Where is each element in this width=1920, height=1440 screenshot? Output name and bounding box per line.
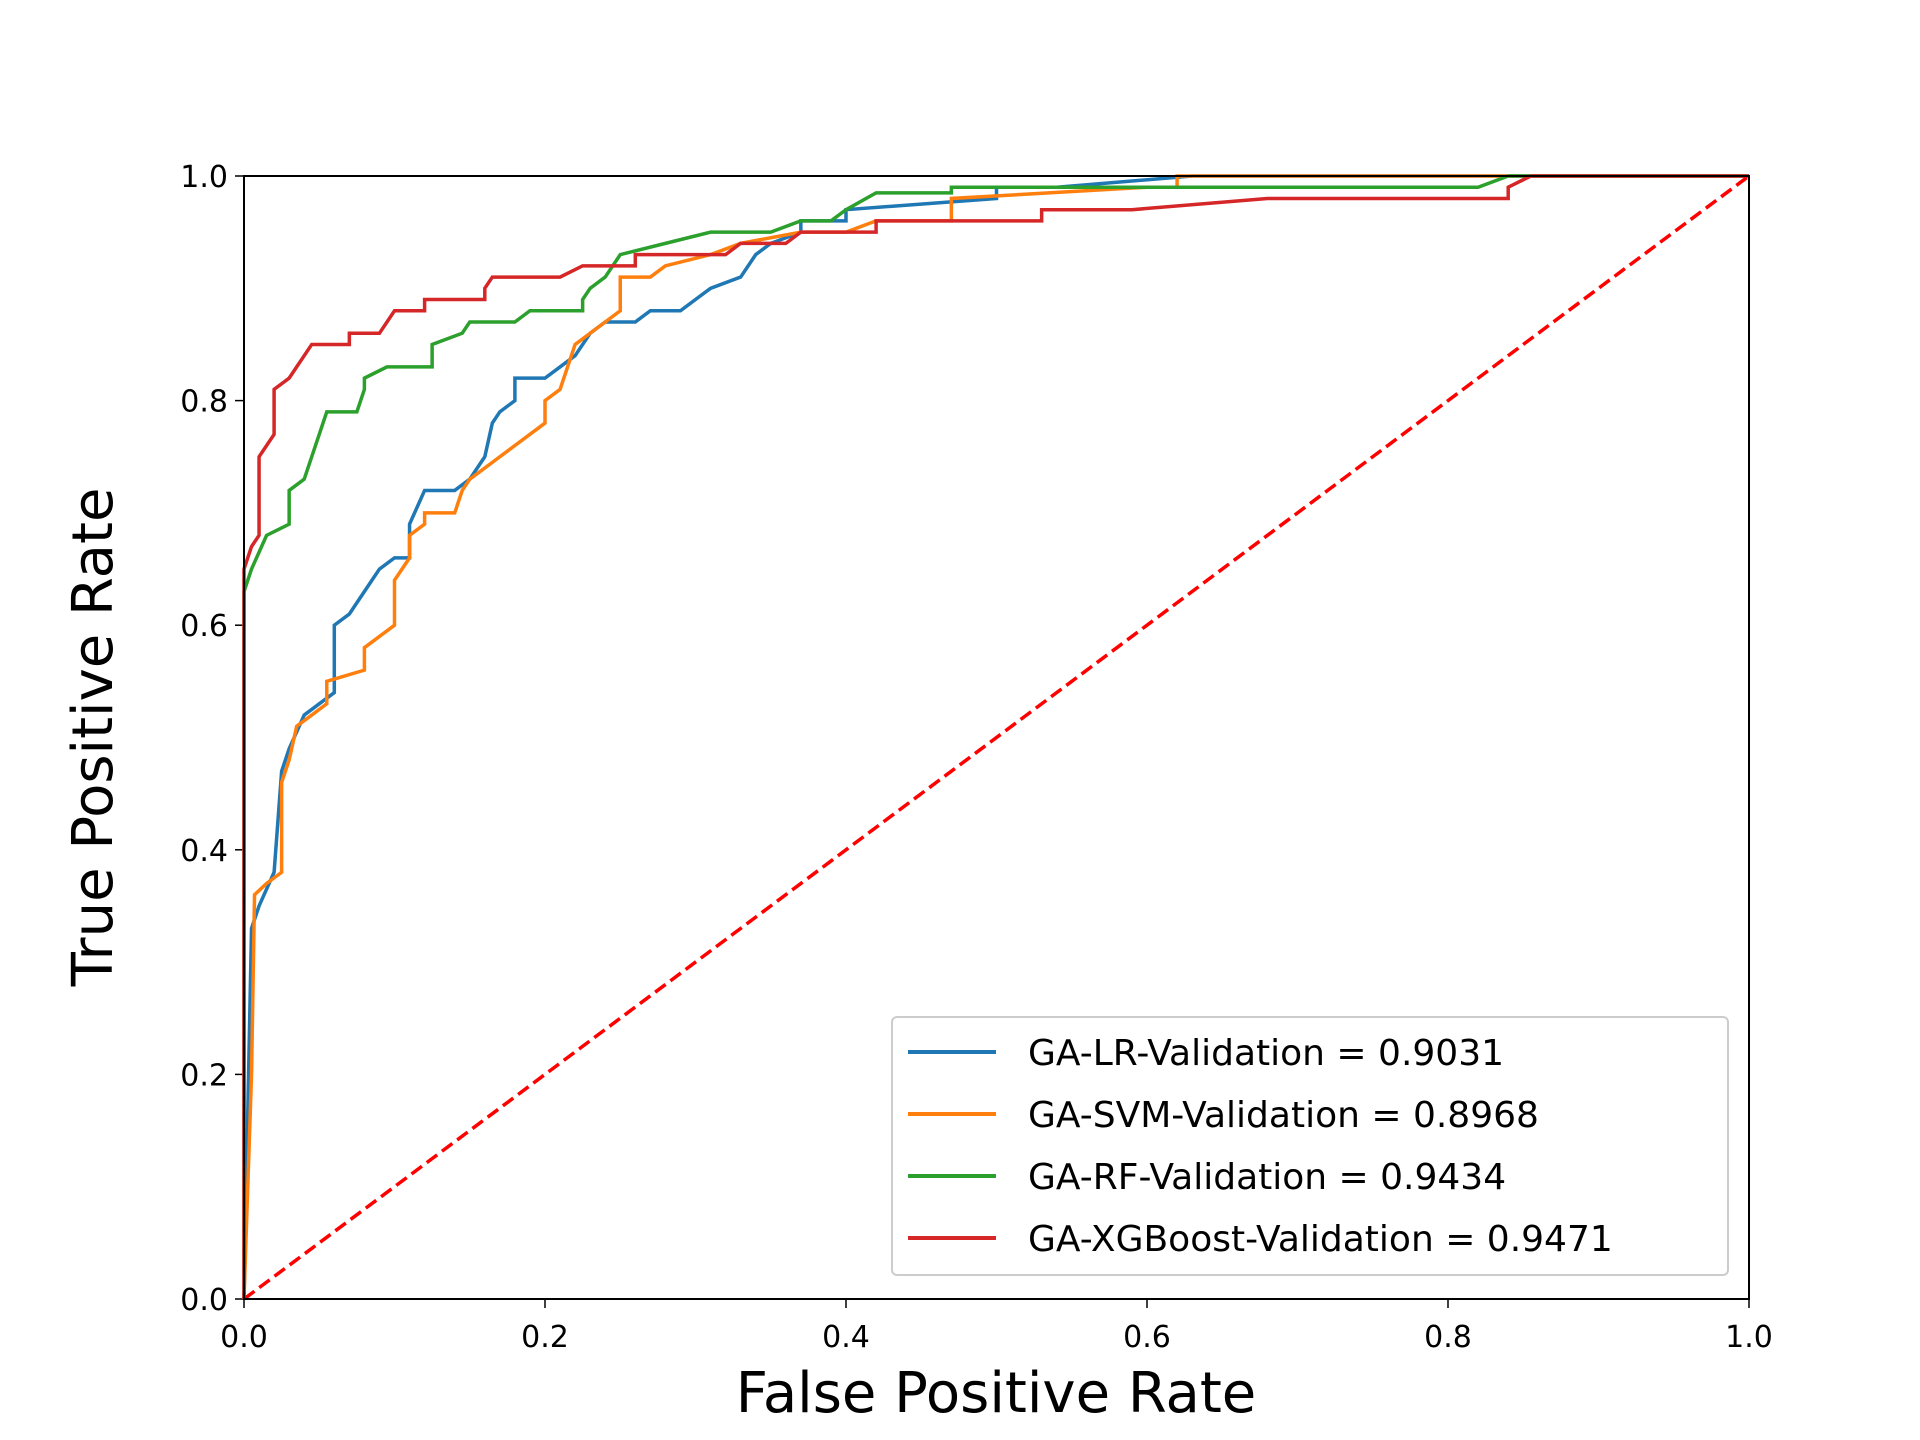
legend-label: GA-SVM-Validation = 0.8968 bbox=[1028, 1095, 1539, 1136]
x-tick-label: 1.0 bbox=[1725, 1320, 1773, 1355]
y-tick-label: 0.4 bbox=[180, 834, 228, 869]
plot-frame bbox=[243, 175, 1750, 1300]
x-tick-label: 0.6 bbox=[1123, 1320, 1171, 1355]
y-tick-label: 0.6 bbox=[180, 609, 228, 644]
x-axis-label: False Positive Rate bbox=[736, 1361, 1256, 1426]
roc-line bbox=[242, 174, 1749, 1300]
x-tick-label: 0.2 bbox=[521, 1320, 569, 1355]
y-tick-label: 0.8 bbox=[180, 385, 228, 420]
y-tick-label: 0.2 bbox=[180, 1058, 228, 1093]
legend-box bbox=[891, 1016, 1729, 1276]
legend-label: GA-LR-Validation = 0.9031 bbox=[1028, 1033, 1504, 1074]
legend-label: GA-XGBoost-Validation = 0.9471 bbox=[1028, 1219, 1613, 1260]
legend-label: GA-RF-Validation = 0.9434 bbox=[1028, 1157, 1506, 1198]
y-axis-label: True Positive Rate bbox=[61, 488, 126, 988]
reference-line bbox=[242, 174, 1751, 1301]
roc-line bbox=[242, 174, 1749, 1299]
y-tick-label: 1.0 bbox=[180, 160, 228, 195]
x-tick-label: 0.8 bbox=[1424, 1320, 1472, 1355]
y-tick-label: 0.0 bbox=[180, 1283, 228, 1318]
x-tick-label: 0.4 bbox=[822, 1320, 870, 1355]
x-tick-label: 0.0 bbox=[220, 1320, 268, 1355]
roc-line bbox=[242, 174, 1749, 1299]
